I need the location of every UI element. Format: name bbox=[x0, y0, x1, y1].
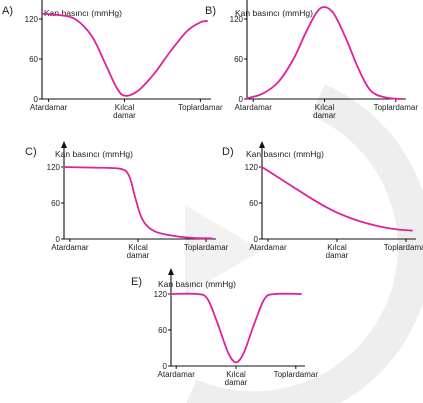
x-tick-label-line2: damar bbox=[113, 111, 136, 120]
y-tick-label: 60 bbox=[249, 199, 258, 208]
x-tick-label: Atardamar bbox=[235, 103, 273, 112]
panel-label: D) bbox=[222, 146, 234, 158]
series-line bbox=[41, 12, 208, 97]
x-tick-label: Kılcal bbox=[315, 103, 335, 112]
chart-panel-a: A) Kan basıncı (mmHg) 0 60 120 Atardamar Kılca… bbox=[2, 0, 223, 120]
chart-panel-e: E) Kan basıncı (mmHg) 0 60 120 Atardamar Kılca… bbox=[131, 268, 318, 387]
y-tick-label: 0 bbox=[163, 362, 168, 371]
x-tick-label: Kılcal bbox=[115, 103, 135, 112]
x-tick-label: Toplardamar bbox=[384, 243, 423, 252]
y-tick-label: 60 bbox=[29, 55, 38, 64]
chart-panel-d: D) Kan basıncı (mmHg) 0 60 120 Atardamar Kılca… bbox=[222, 141, 423, 260]
x-tick-label: Atardamar bbox=[30, 103, 68, 112]
y-axis-arrowhead bbox=[259, 141, 265, 148]
series-line bbox=[246, 6, 403, 100]
y-axis-title: Kan basıncı (mmHg) bbox=[55, 149, 133, 159]
y-tick-label: 0 bbox=[239, 95, 244, 104]
y-tick-label: 60 bbox=[51, 199, 60, 208]
x-tick-label-line2: damar bbox=[225, 378, 248, 387]
series-line bbox=[63, 166, 213, 240]
y-tick-label: 120 bbox=[47, 163, 61, 172]
x-tick-label: Kılcal bbox=[226, 370, 246, 379]
watermark bbox=[185, 84, 423, 403]
y-tick-label: 0 bbox=[254, 235, 259, 244]
y-tick-label: 0 bbox=[56, 235, 61, 244]
watermark-triangle bbox=[185, 205, 262, 295]
x-tick-label: Toplardamar bbox=[184, 243, 229, 252]
y-axis-title: Kan basıncı (mmHg) bbox=[158, 279, 236, 289]
x-tick-label: Kılcal bbox=[128, 243, 148, 252]
chart-panels: A) Kan basıncı (mmHg) 0 60 120 Atardamar Kılca… bbox=[2, 0, 423, 387]
y-axis-arrowhead bbox=[168, 268, 174, 275]
y-axis-title: Kan basıncı (mmHg) bbox=[44, 8, 122, 18]
panel-label: C) bbox=[25, 146, 37, 158]
x-tick-label: Atardamar bbox=[51, 243, 89, 252]
x-tick-label: Atardamar bbox=[249, 243, 287, 252]
y-tick-label: 120 bbox=[25, 15, 39, 24]
x-tick-label: Toplardamar bbox=[178, 103, 223, 112]
y-axis-arrowhead bbox=[61, 141, 67, 148]
series-line bbox=[261, 166, 413, 232]
series-line bbox=[170, 292, 302, 364]
x-tick-label: Atardamar bbox=[158, 370, 196, 379]
y-tick-label: 0 bbox=[34, 95, 39, 104]
panel-label: A) bbox=[2, 5, 13, 17]
x-tick-label: Kılcal bbox=[327, 243, 347, 252]
x-tick-label-line2: damar bbox=[326, 251, 349, 260]
y-axis-title: Kan basıncı (mmHg) bbox=[246, 149, 324, 159]
y-tick-label: 120 bbox=[230, 15, 244, 24]
y-tick-label: 60 bbox=[158, 326, 167, 335]
y-tick-label: 60 bbox=[234, 55, 243, 64]
panel-label: E) bbox=[131, 276, 142, 288]
y-axis-title: Kan basıncı (mmHg) bbox=[235, 8, 313, 18]
y-tick-label: 120 bbox=[154, 290, 168, 299]
x-tick-label-line2: damar bbox=[313, 111, 336, 120]
chart-panel-b: B) Kan basıncı (mmHg) 0 60 120 Atardamar Kılca… bbox=[205, 0, 418, 120]
watermark-arc bbox=[186, 84, 423, 403]
panel-label: B) bbox=[205, 5, 216, 17]
chart-panel-c: C) Kan basıncı (mmHg) 0 60 120 Atardamar Kılca… bbox=[25, 141, 229, 260]
x-tick-label: Toplardamar bbox=[374, 103, 419, 112]
x-tick-label-line2: damar bbox=[127, 251, 150, 260]
x-tick-label: Toplardamar bbox=[274, 370, 319, 379]
y-tick-label: 120 bbox=[245, 163, 259, 172]
